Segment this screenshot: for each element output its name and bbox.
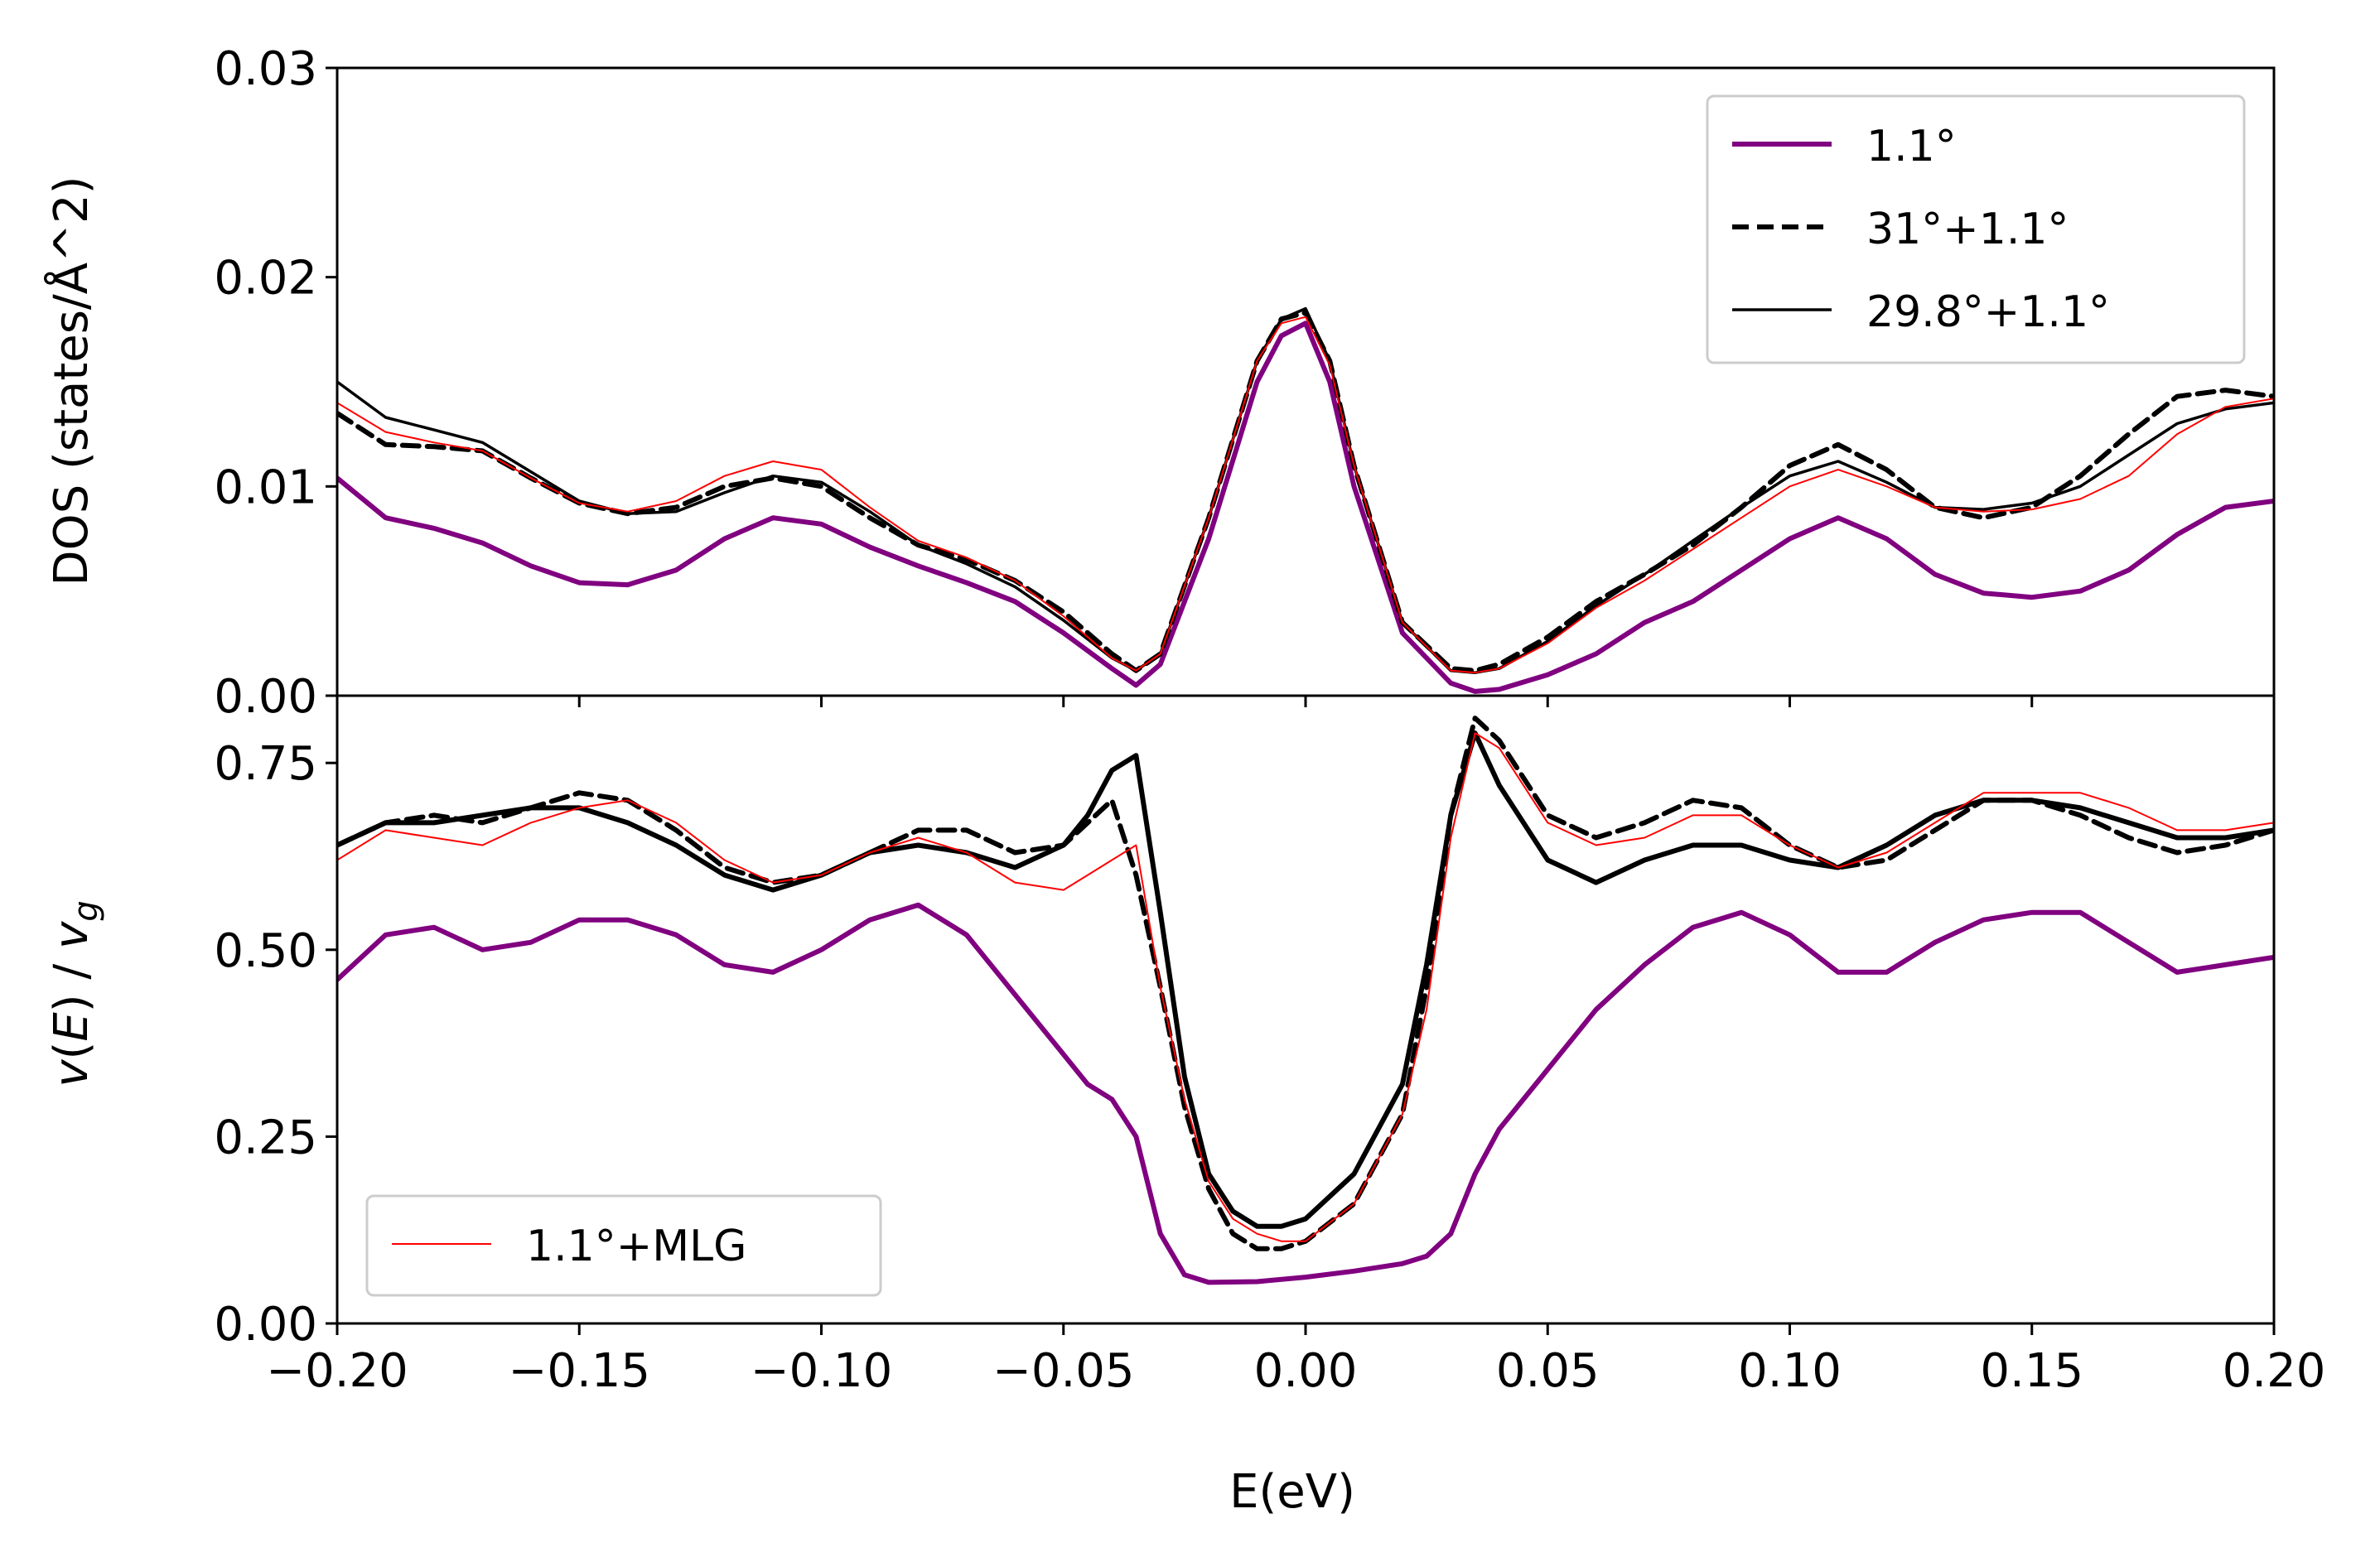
series-group xyxy=(337,716,2274,1285)
y-tick-label: 0.50 xyxy=(214,924,317,978)
legend-box xyxy=(365,1194,882,1297)
y-tick-label: 0.01 xyxy=(214,460,317,514)
series-line-1p1-MLG xyxy=(337,316,2274,674)
x-axis-label: E(eV) xyxy=(1229,1465,1355,1519)
x-tick-label: 0.15 xyxy=(1980,1344,2083,1398)
bottom-y-axis-label: v(E) / vg xyxy=(45,900,105,1087)
y-tick-label: 0.00 xyxy=(214,1298,317,1352)
x-tick-label: 0.10 xyxy=(1738,1344,1842,1398)
series-line-31-1p1- xyxy=(337,310,2274,673)
series-line-29p8-1p1- xyxy=(337,306,2274,674)
x-tick-label: −0.15 xyxy=(508,1344,650,1398)
legend: 1.1° 31°+1.1° 29.8°+1.1° xyxy=(1706,94,2246,364)
velocity-panel: 0.00 0.25 0.50 0.75 −0.20 −0.15 −0.10 −0.05 0.00… xyxy=(214,694,2326,1398)
y-tick-label: 0.03 xyxy=(214,42,317,96)
dos-panel: 0.00 0.01 0.02 0.03 1.1° 31°+1.1° 29.8°+1.1° xyxy=(214,42,2276,724)
y-tick-label: 0.00 xyxy=(214,670,317,724)
series-line-1p1-MLG xyxy=(337,732,2274,1242)
x-tick-label: −0.05 xyxy=(992,1344,1135,1398)
legend-label: 29.8°+1.1° xyxy=(1866,287,2110,337)
legend-label: 1.1° xyxy=(1866,122,1957,171)
y-tick-label: 0.75 xyxy=(214,737,317,791)
series-line-1p1- xyxy=(337,321,2274,694)
series-group xyxy=(337,306,2274,694)
x-tick-label: 0.00 xyxy=(1254,1344,1358,1398)
x-tick-label: 0.05 xyxy=(1496,1344,1600,1398)
x-tick-label: −0.20 xyxy=(266,1344,408,1398)
series-line-1p1- xyxy=(337,902,2274,1285)
legend-label: 31°+1.1° xyxy=(1866,205,2069,254)
series-line-31-1p1- xyxy=(337,716,2274,1251)
legend: 1.1°+MLG xyxy=(365,1194,882,1297)
y-tick-label: 0.02 xyxy=(214,252,317,306)
y-tick-label: 0.25 xyxy=(214,1111,317,1164)
x-tick-label: −0.10 xyxy=(751,1344,893,1398)
series-line-29p8-1p1- xyxy=(337,730,2274,1229)
legend-label: 1.1°+MLG xyxy=(526,1222,746,1271)
legend-box xyxy=(1706,94,2246,364)
x-tick-label: 0.20 xyxy=(2223,1344,2326,1398)
top-y-axis-label: DOS (states/Å^2) xyxy=(44,176,99,586)
